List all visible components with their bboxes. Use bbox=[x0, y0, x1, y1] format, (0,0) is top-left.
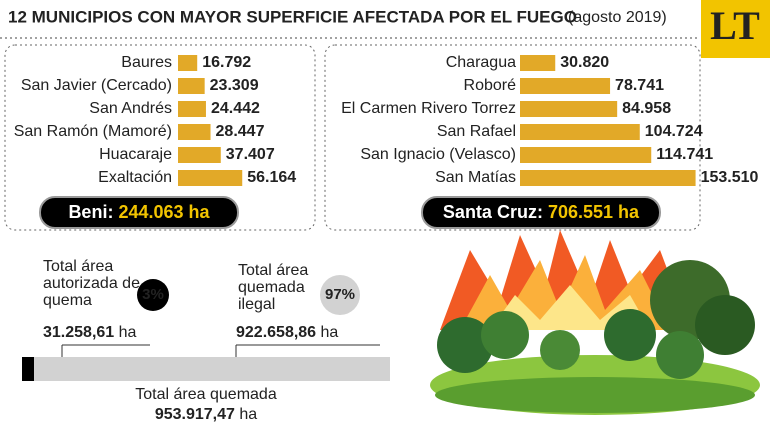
value-label: 28.447 bbox=[216, 123, 265, 140]
bar bbox=[520, 101, 618, 117]
title: 12 MUNICIPIOS CON MAYOR SUPERFICIE AFECT… bbox=[8, 7, 577, 26]
bar bbox=[520, 147, 652, 163]
total-pill bbox=[421, 196, 661, 229]
value-label: 37.407 bbox=[226, 146, 275, 163]
category-label: San Matías bbox=[435, 169, 516, 186]
category-label: Exaltación bbox=[98, 169, 172, 186]
total-name: Beni: bbox=[68, 202, 113, 222]
category-label: San Andrés bbox=[89, 100, 172, 117]
share-label: 97% bbox=[325, 286, 355, 303]
category-label: San Rafael bbox=[437, 123, 516, 140]
total: 953.917,47 ha bbox=[155, 406, 257, 423]
total-value: 953.917,47 bbox=[155, 406, 235, 423]
total-value: 244.063 bbox=[118, 202, 183, 222]
value-label: 114.741 bbox=[656, 146, 713, 163]
panel bbox=[4, 44, 316, 231]
share-label: 3% bbox=[142, 286, 164, 303]
bar-segment bbox=[22, 357, 35, 381]
bar bbox=[520, 170, 696, 186]
total-unit: ha bbox=[618, 202, 640, 222]
bar bbox=[178, 147, 221, 163]
bar bbox=[520, 78, 611, 94]
value-label: 153.510 bbox=[701, 169, 759, 186]
fire-illustration bbox=[430, 230, 760, 415]
category-label: Charagua bbox=[446, 54, 516, 71]
category-label: San Ignacio (Velasco) bbox=[360, 146, 516, 163]
unit: ha bbox=[119, 324, 137, 341]
series-name: Total área quemada ilegal bbox=[238, 262, 309, 313]
total: Santa Cruz: 706.551 ha bbox=[443, 202, 640, 222]
total-unit: ha bbox=[189, 202, 211, 222]
value-label: 24.442 bbox=[211, 100, 260, 117]
series-value: 922.658,86 ha bbox=[236, 324, 338, 341]
category-label: Baures bbox=[121, 54, 172, 71]
value-label: 30.820 bbox=[560, 54, 609, 71]
bar bbox=[178, 55, 198, 71]
value-label: 922.658,86 bbox=[236, 324, 316, 341]
category-label: Huacaraje bbox=[99, 146, 172, 163]
total-pill bbox=[39, 196, 239, 229]
category-label: Roboré bbox=[464, 77, 517, 94]
bar bbox=[520, 55, 556, 71]
total: Beni: 244.063 ha bbox=[68, 202, 210, 222]
value-label: 78.741 bbox=[615, 77, 664, 94]
bar bbox=[178, 124, 211, 140]
logo: LT bbox=[710, 3, 760, 48]
bar bbox=[178, 78, 205, 94]
value-label: 104.724 bbox=[645, 123, 703, 140]
category-label: El Carmen Rivero Torrez bbox=[341, 100, 516, 117]
value-label: 84.958 bbox=[622, 100, 671, 117]
category-label: San Ramón (Mamoré) bbox=[14, 123, 172, 140]
logo-box bbox=[701, 0, 770, 58]
share-badge bbox=[137, 279, 169, 311]
share-badge bbox=[320, 275, 360, 315]
value-label: 23.309 bbox=[210, 77, 259, 94]
bar-segment bbox=[34, 357, 391, 381]
series-name: Total área autorizada de quema bbox=[43, 258, 140, 309]
value-label: 31.258,61 bbox=[43, 324, 114, 341]
value-label: 16.792 bbox=[202, 54, 251, 71]
value-label: 56.164 bbox=[247, 169, 296, 186]
bar bbox=[178, 101, 206, 117]
total-value: 706.551 bbox=[548, 202, 613, 222]
bar bbox=[178, 170, 243, 186]
total-name: Total área quemada bbox=[135, 386, 277, 403]
category-label: San Javier (Cercado) bbox=[21, 77, 172, 94]
bar bbox=[520, 124, 640, 140]
subtitle: (agosto 2019) bbox=[568, 9, 667, 26]
unit: ha bbox=[321, 324, 339, 341]
total-name: Santa Cruz: bbox=[443, 202, 543, 222]
total-unit: ha bbox=[239, 406, 257, 423]
series-value: 31.258,61 ha bbox=[43, 324, 137, 341]
